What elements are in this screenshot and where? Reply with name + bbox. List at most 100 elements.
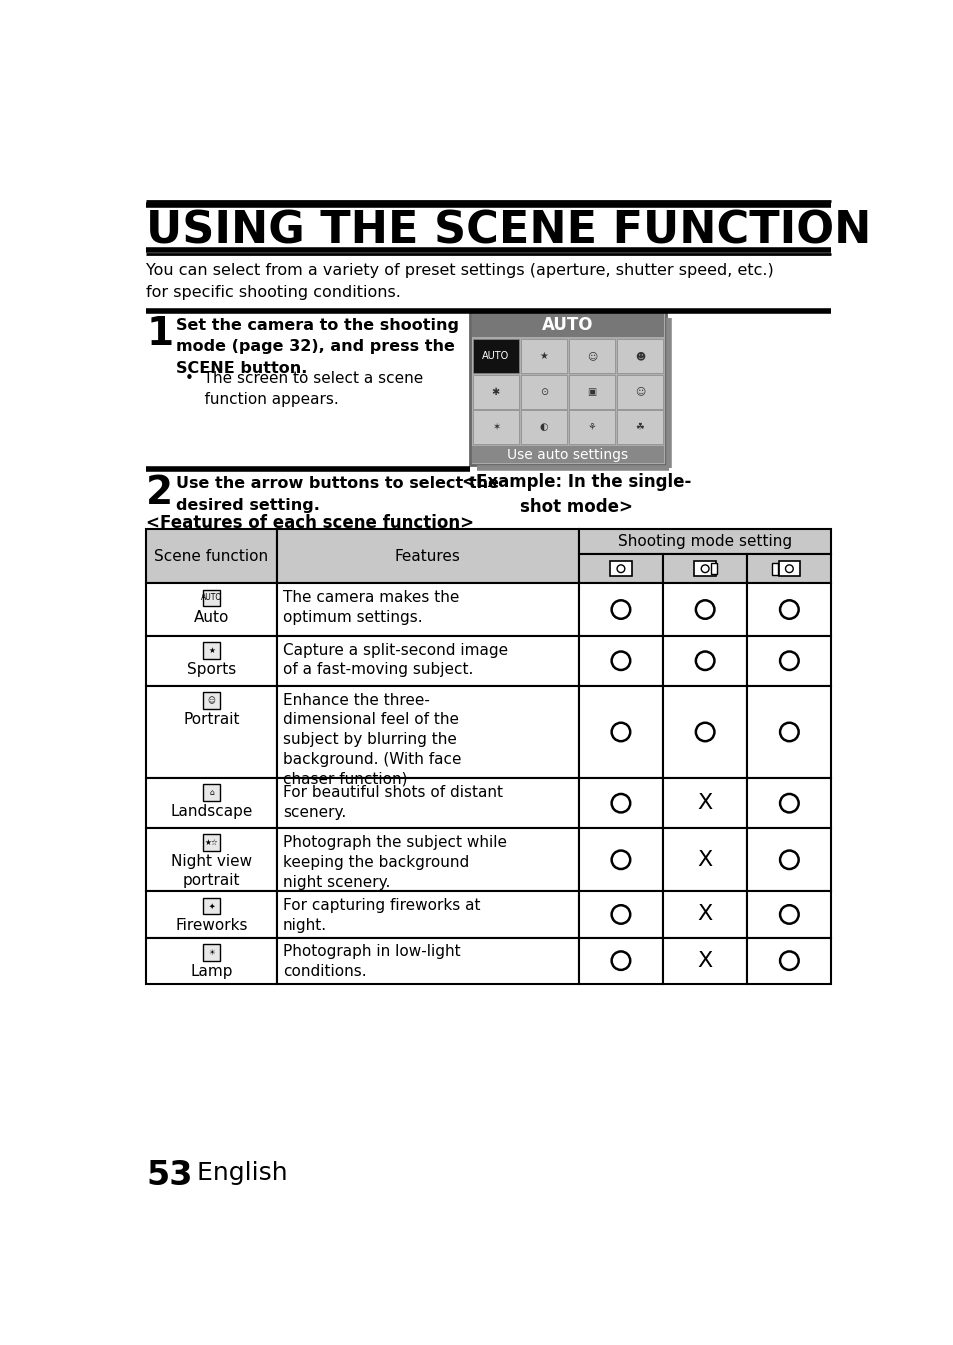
Bar <box>276 829 578 892</box>
Text: Photograph in low-light
conditions.: Photograph in low-light conditions. <box>282 944 460 979</box>
Bar <box>578 937 662 983</box>
Bar <box>711 564 716 574</box>
Text: AUTO: AUTO <box>541 316 593 334</box>
Bar <box>662 892 746 937</box>
Text: ☺: ☺ <box>207 695 215 705</box>
Text: <Example: In the single-
shot mode>: <Example: In the single- shot mode> <box>461 473 691 516</box>
Text: 53: 53 <box>146 1158 193 1192</box>
Bar <box>578 636 662 686</box>
Bar <box>746 779 831 829</box>
Bar <box>146 779 276 829</box>
Bar <box>746 584 831 636</box>
Bar <box>470 312 665 465</box>
Bar <box>520 339 567 373</box>
Bar <box>662 554 746 584</box>
Text: ⚘: ⚘ <box>587 422 596 432</box>
Bar <box>746 554 831 584</box>
Text: ★: ★ <box>539 351 548 362</box>
Text: Enhance the three-
dimensional feel of the
subject by blurring the
background. (: Enhance the three- dimensional feel of t… <box>282 693 461 787</box>
Text: •  The screen to select a scene
    function appears.: • The screen to select a scene function … <box>185 371 423 406</box>
Text: ★☆: ★☆ <box>204 838 218 847</box>
Bar <box>472 313 663 338</box>
Bar <box>520 410 567 444</box>
Text: 2: 2 <box>146 473 173 512</box>
Text: ✱: ✱ <box>492 386 499 397</box>
Bar <box>746 636 831 686</box>
Bar <box>662 686 746 779</box>
Bar <box>276 686 578 779</box>
Text: ▣: ▣ <box>587 386 596 397</box>
Text: X: X <box>697 794 712 814</box>
Bar <box>472 339 518 373</box>
Bar <box>746 829 831 892</box>
Bar <box>662 779 746 829</box>
Bar <box>617 410 662 444</box>
Bar <box>746 686 831 779</box>
Bar <box>662 829 746 892</box>
Bar <box>772 562 777 574</box>
Bar <box>472 447 663 463</box>
Bar <box>472 375 518 409</box>
Text: Photograph the subject while
keeping the background
night scenery.: Photograph the subject while keeping the… <box>282 835 506 890</box>
Text: X: X <box>697 904 712 924</box>
Bar <box>578 892 662 937</box>
Text: Capture a split-second image
of a fast-moving subject.: Capture a split-second image of a fast-m… <box>282 643 507 678</box>
Text: ☺: ☺ <box>586 351 597 362</box>
Bar <box>276 584 578 636</box>
Bar <box>617 339 662 373</box>
Bar <box>746 892 831 937</box>
Bar <box>472 339 663 445</box>
Text: ✶: ✶ <box>492 422 499 432</box>
Bar <box>276 779 578 829</box>
Bar <box>662 636 746 686</box>
Bar <box>146 686 276 779</box>
Text: Fireworks: Fireworks <box>175 917 248 932</box>
Text: The camera makes the
optimum settings.: The camera makes the optimum settings. <box>282 590 458 625</box>
Text: Use the arrow buttons to select the
desired setting.: Use the arrow buttons to select the desi… <box>175 476 498 512</box>
Bar <box>203 897 220 915</box>
Text: Landscape: Landscape <box>170 804 253 819</box>
Bar <box>146 829 276 892</box>
Bar <box>662 937 746 983</box>
Bar <box>203 784 220 802</box>
Bar <box>578 779 662 829</box>
Bar <box>276 636 578 686</box>
Text: X: X <box>697 850 712 870</box>
Bar <box>520 375 567 409</box>
Bar <box>617 375 662 409</box>
Text: For capturing fireworks at
night.: For capturing fireworks at night. <box>282 898 479 933</box>
Text: Lamp: Lamp <box>190 964 233 979</box>
Bar <box>146 530 276 584</box>
Text: ✦: ✦ <box>208 901 214 911</box>
Text: ⌂: ⌂ <box>209 788 213 798</box>
Text: Auto: Auto <box>193 609 229 624</box>
Bar <box>746 937 831 983</box>
Bar <box>568 410 615 444</box>
Text: 1: 1 <box>146 315 173 354</box>
Bar <box>568 375 615 409</box>
Bar <box>146 937 276 983</box>
Text: You can select from a variety of preset settings (aperture, shutter speed, etc.): You can select from a variety of preset … <box>146 264 773 300</box>
Bar <box>610 561 631 577</box>
Bar <box>203 944 220 960</box>
Text: Portrait: Portrait <box>183 712 239 726</box>
Bar <box>146 584 276 636</box>
Bar <box>578 530 831 554</box>
Bar <box>578 686 662 779</box>
Text: AUTO: AUTO <box>201 593 222 603</box>
Bar <box>203 589 220 607</box>
Text: ☘: ☘ <box>635 422 643 432</box>
Bar <box>276 892 578 937</box>
Text: Sports: Sports <box>187 662 235 677</box>
Bar <box>568 339 615 373</box>
Text: English: English <box>181 1161 288 1185</box>
Text: X: X <box>697 951 712 971</box>
Text: ◐: ◐ <box>539 422 548 432</box>
Bar <box>146 636 276 686</box>
Text: Scene function: Scene function <box>154 549 268 564</box>
Text: For beautiful shots of distant
scenery.: For beautiful shots of distant scenery. <box>282 785 502 820</box>
Text: ☀: ☀ <box>208 948 214 956</box>
Bar <box>472 410 518 444</box>
Text: ★: ★ <box>208 646 214 655</box>
Text: Use auto settings: Use auto settings <box>507 448 628 461</box>
